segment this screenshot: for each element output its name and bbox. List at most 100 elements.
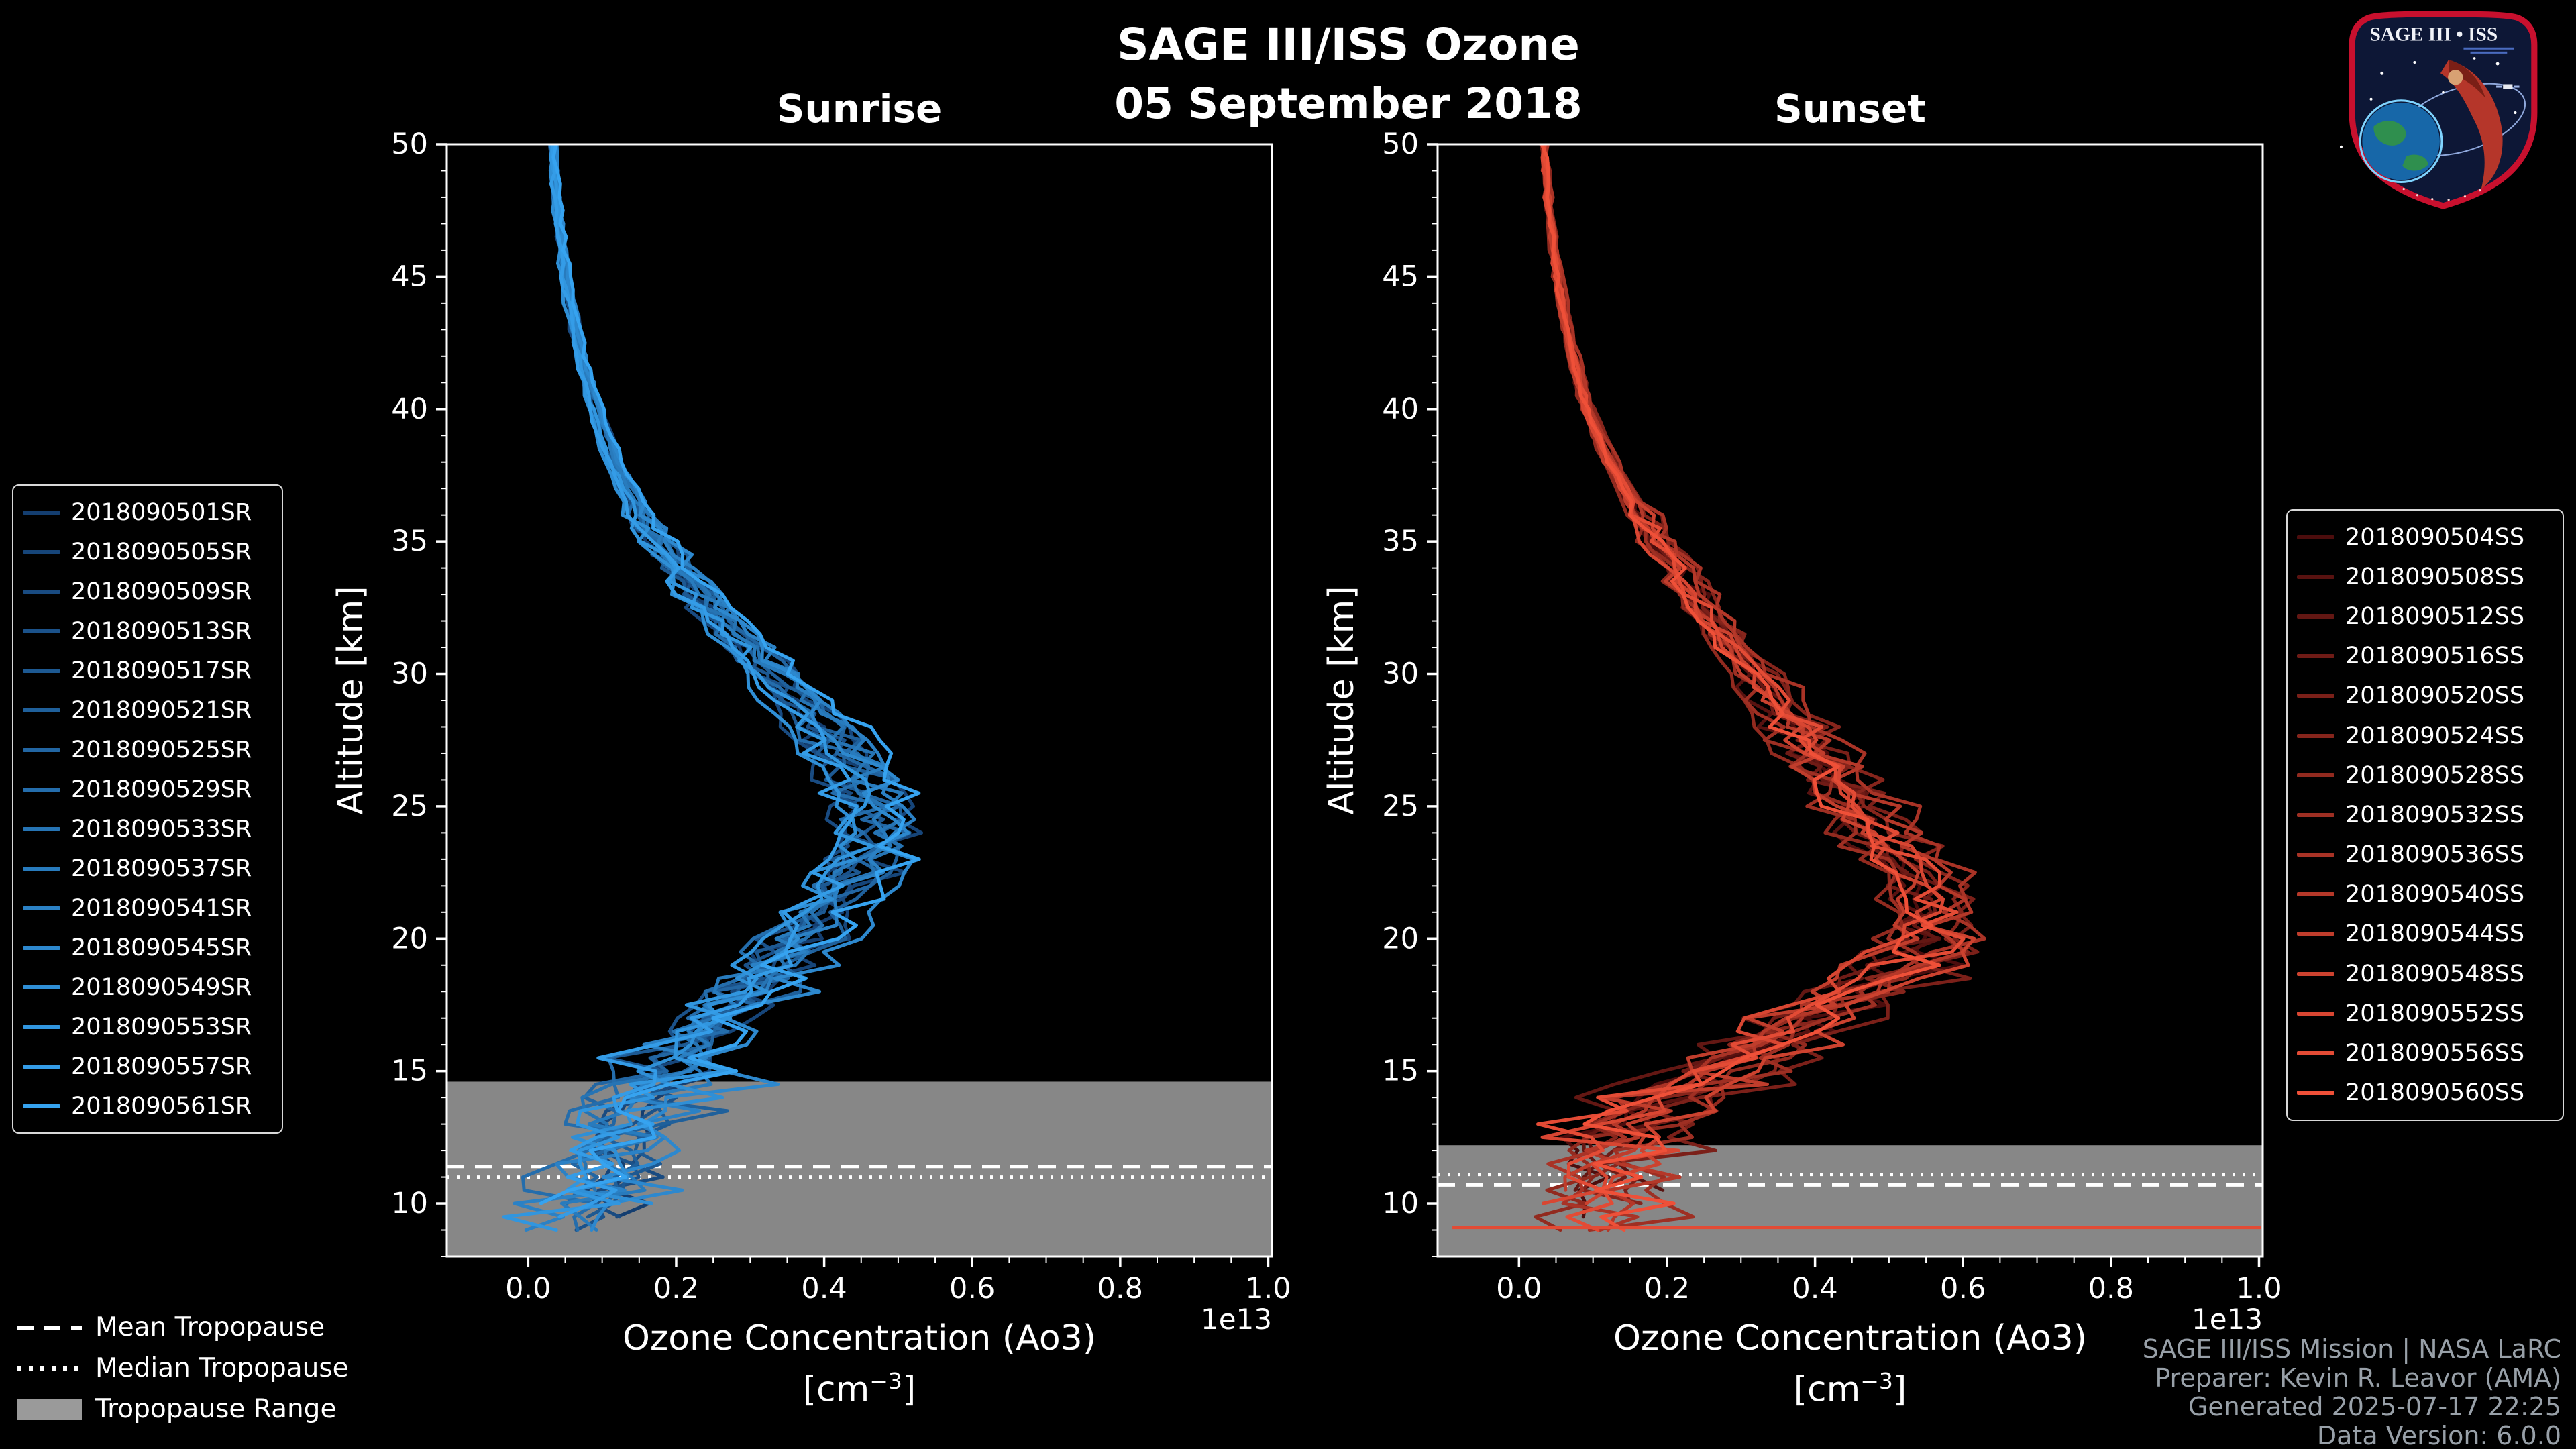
legend-line-swatch <box>23 866 60 871</box>
figure-title: SAGE III/ISS Ozone <box>1117 19 1580 70</box>
legend-line-swatch <box>2297 1091 2334 1095</box>
y-tick-label: 10 <box>1382 1187 1419 1220</box>
legend-entry: 2018090512SS <box>2297 603 2553 630</box>
legend-entry-label: 2018090549SR <box>71 973 252 1001</box>
legend-entry-label: 2018090560SS <box>2345 1079 2525 1107</box>
legend-line-swatch <box>2297 971 2334 976</box>
credit-line: Generated 2025-07-17 22:25 <box>2188 1392 2561 1421</box>
legend-entry-label: 2018090513SR <box>71 617 252 645</box>
tropopause-range-band <box>447 1081 1272 1256</box>
legend-entry: 2018090545SR <box>23 934 272 961</box>
legend-entry: 2018090560SS <box>2297 1079 2553 1106</box>
y-axis-label: Altitude [km] <box>331 586 371 814</box>
legend-entry-label: 2018090528SS <box>2345 761 2525 789</box>
x-tick-label: 0.6 <box>949 1272 995 1305</box>
legend-line-swatch <box>23 1064 60 1069</box>
legend-entry-label: 2018090512SS <box>2345 602 2525 630</box>
y-axis-label: Altitude [km] <box>1322 586 1362 814</box>
legend-entry-label: 2018090508SS <box>2345 563 2525 590</box>
y-tick-label: 45 <box>391 260 428 293</box>
legend-line-swatch <box>2297 1011 2334 1016</box>
x-tick-label: 0.2 <box>653 1272 699 1305</box>
ozone-curve <box>1540 144 1921 1192</box>
sunrise-x-axis-label: Ozone Concentration (Ao3) [cm−3] <box>447 1317 1272 1411</box>
ozone-curve <box>1543 144 1986 1232</box>
legend-entry: 2018090541SR <box>23 895 272 922</box>
legend-entry: 2018090505SR <box>23 539 272 566</box>
legend-entry: 2018090529SR <box>23 776 272 803</box>
legend-line-swatch <box>23 906 60 910</box>
legend-entry: 2018090548SS <box>2297 961 2553 987</box>
sunset-legend: 2018090504SS 2018090508SS 2018090512SS 2018… <box>2286 509 2564 1121</box>
y-tick-label: 15 <box>391 1055 428 1088</box>
legend-entry-label: 2018090557SR <box>71 1053 252 1080</box>
iss-satellite <box>2496 84 2520 89</box>
sunset-panel-title: Sunset <box>1774 86 1926 131</box>
legend-entry: 2018090552SS <box>2297 1000 2553 1027</box>
legend-line-swatch <box>23 787 60 792</box>
sunrise-plot: 10 15 20 25 30 35 40 45 50 0.0 0.2 0.4 0.6 0.8 1.01e13… <box>331 127 1291 1336</box>
legend-entry-label: 2018090533SR <box>71 815 252 843</box>
legend-entry: 2018090501SR <box>23 499 272 526</box>
legend-entry-label: 2018090552SS <box>2345 1000 2525 1027</box>
earth-atmosphere <box>2359 99 2443 183</box>
legend-entry: 2018090537SR <box>23 855 272 882</box>
x-tick-label: 0.2 <box>1644 1272 1690 1305</box>
legend-line-swatch <box>2297 853 2334 857</box>
y-tick-label: 50 <box>391 127 428 161</box>
legend-entry: 2018090520SS <box>2297 682 2553 709</box>
legend-line-swatch <box>2297 535 2334 539</box>
legend-entry: 2018090521SR <box>23 697 272 724</box>
ozone-curve <box>502 144 874 1232</box>
logo-fine-print <box>2470 51 2508 54</box>
legend-entry: 2018090528SS <box>2297 762 2553 789</box>
mean-tropopause-label: Mean Tropopause <box>95 1312 325 1342</box>
legend-entry-label: 2018090561SR <box>71 1092 252 1120</box>
x-axis-offset-label: 1e13 <box>1201 1303 1272 1336</box>
legend-entry: 2018090557SR <box>23 1053 272 1080</box>
sunset-plot: 10 15 20 25 30 35 40 45 50 0.0 0.2 0.4 0.6 0.8 1.01e13… <box>1322 127 2282 1336</box>
tropopause-range-swatch <box>17 1398 82 1420</box>
mean-tropopause-legend-row: Mean Tropopause <box>17 1307 349 1348</box>
legend-entry: 2018090525SR <box>23 737 272 763</box>
y-tick-label: 30 <box>1382 657 1419 691</box>
legend-entry-label: 2018090525SR <box>71 736 252 763</box>
x-tick-label: 0.0 <box>505 1272 551 1305</box>
legend-entry: 2018090556SS <box>2297 1040 2553 1067</box>
ozone-curve <box>553 144 916 1232</box>
legend-entry-label: 2018090536SS <box>2345 841 2525 869</box>
credit-line: SAGE III/ISS Mission | NASA LaRC <box>2142 1334 2561 1364</box>
median-tropopause-label: Median Tropopause <box>95 1353 349 1383</box>
legend-entry: 2018090532SS <box>2297 802 2553 828</box>
y-tick-label: 15 <box>1382 1055 1419 1088</box>
y-tick-label: 20 <box>1382 922 1419 955</box>
y-tick-label: 30 <box>391 657 428 691</box>
sunrise-legend: 2018090501SR 2018090505SR 2018090509SR 2018… <box>12 484 283 1134</box>
legend-line-swatch <box>23 747 60 752</box>
mean-tropopause-swatch <box>17 1325 82 1330</box>
ozone-curve <box>549 144 859 1219</box>
legend-line-swatch <box>2297 932 2334 936</box>
earth-continent <box>2402 154 2428 171</box>
y-tick-label: 45 <box>1382 260 1419 293</box>
legend-entry-label: 2018090532SS <box>2345 801 2525 828</box>
legend-entry-label: 2018090553SR <box>71 1013 252 1040</box>
figure-date: 05 September 2018 <box>1114 79 1582 128</box>
x-tick-label: 0.4 <box>801 1272 847 1305</box>
legend-line-swatch <box>23 985 60 989</box>
legend-entry: 2018090524SS <box>2297 722 2553 749</box>
median-tropopause-swatch <box>17 1366 82 1371</box>
legend-line-swatch <box>2297 733 2334 738</box>
logo-fine-print <box>2463 47 2514 50</box>
credit-line: Data Version: 6.0.0 <box>2316 1421 2561 1449</box>
legend-entry: 2018090513SR <box>23 618 272 645</box>
legend-line-swatch <box>23 945 60 950</box>
legend-entry-label: 2018090504SS <box>2345 523 2525 551</box>
y-tick-label: 35 <box>1382 525 1419 558</box>
x-tick-label: 0.0 <box>1496 1272 1542 1305</box>
legend-line-swatch <box>2297 654 2334 659</box>
legend-line-swatch <box>23 1024 60 1029</box>
x-axis-label-text: Ozone Concentration (Ao3) <box>622 1318 1097 1358</box>
